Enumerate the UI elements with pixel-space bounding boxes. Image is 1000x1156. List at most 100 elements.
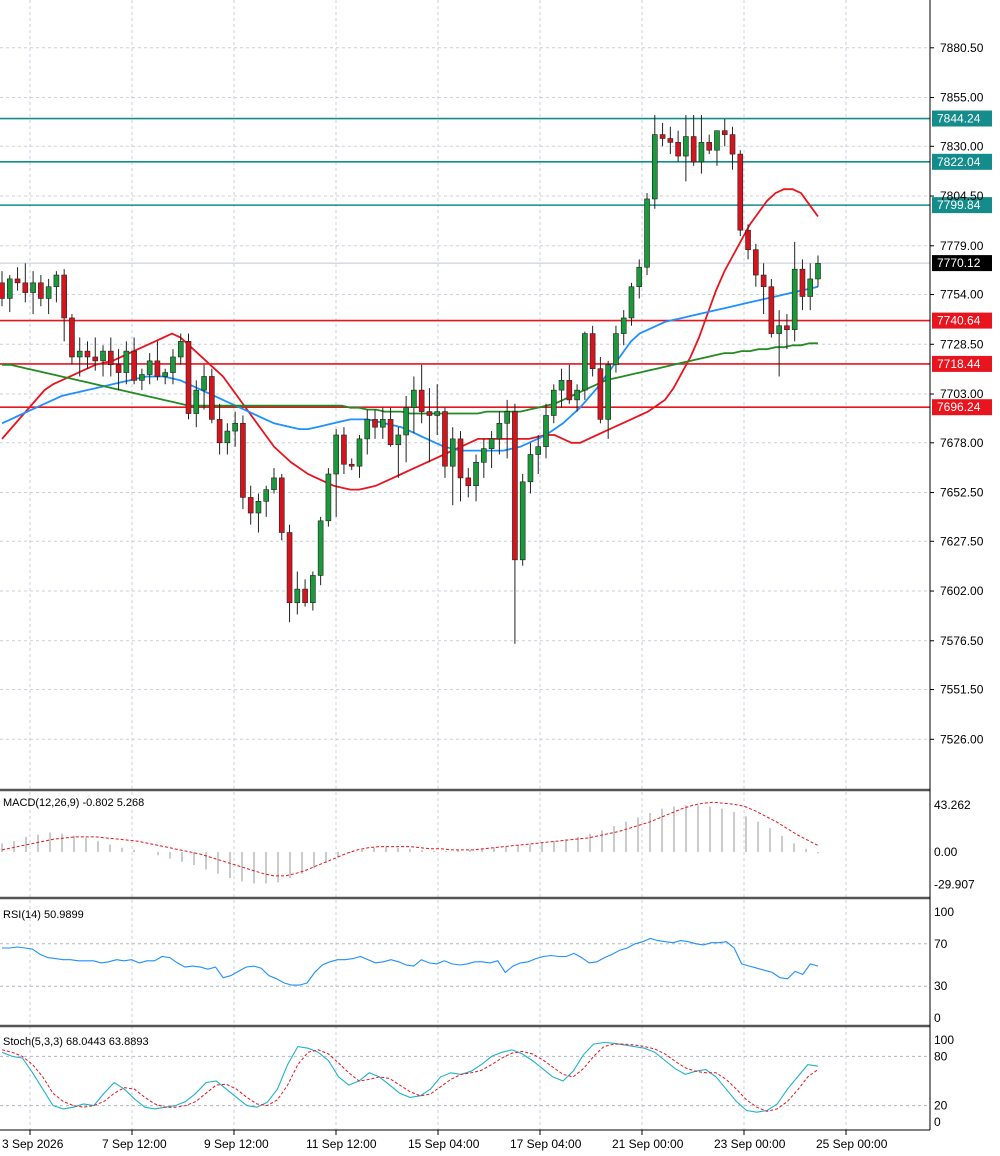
candle-body: [729, 134, 736, 155]
price-level-label: 7740.64: [937, 314, 981, 328]
price-level-label: 7799.84: [937, 198, 981, 212]
candle-body: [403, 407, 409, 436]
candle-body: [30, 282, 36, 293]
candle-body: [799, 268, 806, 297]
price-level-box: [932, 355, 992, 372]
candle-body: [698, 142, 705, 163]
candle-body: [76, 350, 83, 358]
rsi-label: RSI(14) 50.9899: [3, 909, 84, 921]
candle-body: [721, 130, 728, 135]
candle-body: [768, 286, 775, 334]
candle-body: [170, 356, 176, 373]
candle-body: [815, 263, 821, 280]
candle-body: [92, 356, 99, 362]
candle-body: [457, 438, 464, 479]
candle-body: [45, 286, 52, 299]
y-tick-label: 7880.50: [940, 41, 984, 55]
candle-body: [690, 136, 697, 163]
x-tick-label: 21 Sep 00:00: [612, 1137, 684, 1151]
candle-body: [255, 501, 262, 514]
y-tick-label: 7830.00: [940, 139, 984, 153]
price-level-label: 7718.44: [937, 357, 981, 371]
candle-body: [753, 249, 759, 276]
candle-body: [566, 380, 573, 401]
y-tick-label: 7652.50: [940, 486, 984, 500]
y-tick-label: 7703.00: [940, 387, 984, 401]
macd-label: MACD(12,26,9) -0.802 5.268: [3, 797, 144, 809]
candle-body: [333, 434, 339, 475]
candle-body: [356, 438, 363, 467]
candle-body: [38, 282, 44, 299]
rsi-tick-label: 0: [934, 1011, 941, 1025]
candle-body: [535, 446, 542, 455]
candle-body: [108, 350, 114, 366]
candle-body: [706, 142, 713, 151]
y-tick-label: 7728.50: [940, 337, 984, 351]
candle-body: [745, 229, 751, 250]
candle-body: [100, 350, 106, 362]
candle-body: [519, 481, 526, 561]
stoch-k-line: [1, 1041, 819, 1113]
candle-body: [582, 333, 588, 391]
candle-body: [543, 415, 549, 447]
candle-body: [240, 422, 246, 498]
candle-body: [216, 419, 223, 444]
candle-body: [341, 434, 347, 465]
ma-line: [1, 285, 819, 452]
candle-body: [644, 198, 650, 268]
candle-body: [387, 419, 394, 446]
candlesticks: [0, 115, 821, 644]
candle-body: [325, 473, 332, 522]
x-tick-label: 25 Sep 00:00: [816, 1137, 888, 1151]
candle-body: [224, 430, 231, 444]
candle-body: [317, 520, 324, 576]
candle-body: [53, 274, 60, 288]
grid-lines: [0, 0, 930, 1130]
x-tick-label: 3 Sep 2026: [2, 1137, 64, 1151]
y-tick-label: 7551.50: [940, 683, 984, 697]
indicator-labels: MACD(12,26,9) -0.802 5.268 RSI(14) 50.98…: [3, 255, 992, 1048]
candle-body: [776, 325, 782, 334]
candle-body: [628, 286, 635, 319]
candle-body: [613, 333, 619, 366]
candle-body: [449, 438, 456, 467]
candle-body: [302, 588, 308, 604]
candle-body: [636, 266, 643, 288]
ma-line: [1, 188, 819, 491]
y-tick-label: 7855.00: [940, 91, 984, 105]
candle-body: [488, 438, 495, 449]
x-tick-label: 11 Sep 12:00: [306, 1137, 377, 1151]
ma-line: [2, 342, 818, 415]
candle-body: [271, 477, 277, 490]
y-tick-label: 7602.00: [940, 584, 984, 598]
stoch-tick-label: 20: [934, 1099, 948, 1113]
stoch-tick-label: 100: [934, 1033, 954, 1047]
macd-signal-line: [1, 801, 819, 877]
candle-body: [714, 130, 720, 151]
rsi-tick-label: 30: [934, 979, 948, 993]
macd-tick-label: 43.262: [934, 798, 971, 812]
candle-body: [683, 136, 689, 157]
price-level-box: [932, 153, 992, 170]
y-tick-label: 7804.50: [940, 189, 984, 203]
price-level-label: 7696.24: [937, 400, 981, 414]
candle-body: [61, 274, 67, 319]
candle-body: [760, 274, 767, 288]
candle-body: [146, 360, 153, 375]
candle-body: [310, 575, 316, 604]
price-level-box: [932, 110, 992, 127]
rsi-line: [2, 937, 819, 986]
candle-body: [651, 134, 658, 200]
candle-body: [232, 422, 238, 432]
candle-body: [115, 364, 122, 373]
x-tick-label: 17 Sep 04:00: [510, 1137, 582, 1151]
candle-body: [131, 350, 137, 381]
candle-body: [69, 317, 75, 358]
candle-body: [465, 477, 472, 487]
candle-body: [14, 278, 21, 284]
candle-body: [84, 350, 91, 358]
x-tick-label: 23 Sep 00:00: [714, 1137, 786, 1151]
candle-body: [504, 411, 510, 424]
candle-body: [512, 411, 518, 561]
